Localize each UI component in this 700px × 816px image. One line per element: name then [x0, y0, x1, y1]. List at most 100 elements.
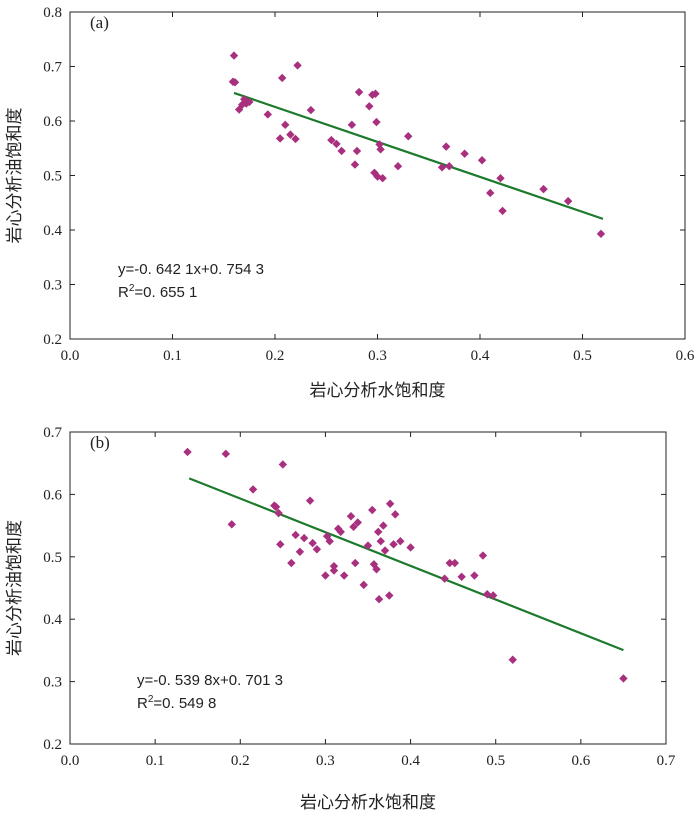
chart-b-data-point [287, 558, 296, 568]
chart-b-y-tick-label: 0.3 [43, 675, 62, 691]
chart-a-data-point [354, 87, 364, 97]
chart-a-y-axis-title: 岩心分析油饱和度 [5, 108, 25, 244]
chart-a-x-tick-label: 0.1 [163, 348, 182, 364]
chart-a-data-point [496, 174, 505, 183]
chart-a-data-point [393, 162, 403, 171]
chart-a-data-point [460, 149, 469, 158]
chart-b-data-point [406, 543, 415, 552]
chart-a-data-point [234, 105, 244, 114]
chart-b-data-point [295, 547, 305, 557]
chart-b-data-point [271, 502, 281, 512]
chart-a-data-point [275, 134, 285, 143]
chart-a-x-tick-label: 0.4 [471, 348, 490, 364]
chart-a-canvas: 0.0 0.1 0.2 0.3 0.4 0.5 0.6 0.2 0.3 0.4 0.5 0.6 0.7 0… [5, 5, 695, 401]
chart-a-data-point [539, 184, 548, 194]
chart-a-data-point [277, 73, 287, 83]
chart-b-data-point [363, 541, 373, 550]
chart-b-x-tick-label: 0.6 [571, 753, 590, 769]
chart-a-data-point [286, 130, 295, 139]
chart-b-x-tick-label: 0.3 [316, 753, 335, 769]
chart-a-data-point [441, 142, 451, 151]
chart-b-data-point [299, 533, 309, 543]
chart-b-data-point [248, 485, 258, 494]
chart-a-data-point [563, 196, 573, 206]
chart-b-data-point [221, 449, 231, 459]
chart-a-data-point [376, 145, 385, 154]
chart-b-data-point [278, 460, 288, 469]
chart-a-x-tick-label: 0.3 [368, 348, 387, 364]
chart-a-x-tick-label: 0.0 [61, 348, 80, 364]
chart-a-x-axis-title: 岩心分析水饱和度 [310, 381, 446, 401]
chart-b-data-point [374, 527, 383, 537]
chart-b-data-point [478, 551, 488, 560]
chart-panel-a: 0.0 0.1 0.2 0.3 0.4 0.5 0.6 0.2 0.3 0.4 0.5 0.6 0.7 0… [5, 5, 695, 401]
chart-a-data-point [293, 61, 302, 70]
chart-a-data-point [477, 156, 487, 165]
chart-b-data-point [359, 580, 368, 590]
chart-a-data-point [291, 134, 300, 144]
chart-b-data-point [321, 571, 330, 580]
chart-b-plot-frame [69, 431, 667, 745]
chart-b-y-tick-label: 0.7 [43, 425, 62, 441]
chart-b-data-point [305, 496, 315, 505]
chart-b-x-tick-label: 0.2 [231, 753, 250, 769]
chart-b-panel-label: (b) [90, 433, 110, 452]
chart-b-data-point [391, 510, 400, 519]
chart-a-y-tick-label: 0.7 [43, 60, 62, 76]
chart-a-data-point [445, 162, 454, 171]
chart-b-data-point [376, 537, 385, 546]
chart-a-data-point [240, 95, 249, 104]
chart-a-data-point [347, 120, 357, 130]
chart-b-data-point [374, 595, 384, 604]
chart-b-data-point [440, 574, 449, 583]
chart-a-data-point [498, 206, 507, 216]
chart-b-x-tick-label: 0.0 [61, 753, 80, 769]
chart-b-data-point [379, 521, 388, 530]
chart-b-data-point [470, 571, 479, 580]
chart-a-y-tick-label: 0.5 [43, 169, 62, 185]
chart-a-y-tick-label: 0.8 [43, 5, 62, 21]
chart-a-r-squared: R2=0. 655 1 [118, 283, 197, 301]
chart-a-data-point [281, 120, 290, 130]
chart-b-x-tick-label: 0.7 [657, 753, 676, 769]
chart-a-data-point [371, 89, 380, 98]
chart-b-data-point [457, 572, 466, 581]
chart-a-data-point [372, 117, 381, 127]
chart-b-y-tick-label: 0.2 [43, 737, 62, 753]
chart-b-x-tick-label: 0.4 [401, 753, 420, 769]
chart-b-data-point [508, 655, 517, 664]
chart-b-data-point [329, 566, 339, 575]
chart-b-data-point [276, 540, 285, 549]
chart-b-data-point [183, 447, 192, 457]
chart-b-data-point [346, 512, 356, 521]
chart-a-x-tick-label: 0.2 [266, 348, 285, 364]
chart-b-data-point [308, 538, 317, 548]
chart-a-y-tick-label: 0.2 [43, 332, 62, 348]
chart-a-y-tick-label: 0.6 [43, 114, 62, 130]
chart-b-x-axis-title: 岩心分析水饱和度 [300, 793, 436, 813]
chart-b-data-point [619, 674, 628, 683]
chart-a-data-point [306, 105, 316, 115]
chart-a-data-point [337, 146, 346, 156]
chart-b-y-tick-label: 0.4 [43, 612, 62, 628]
chart-a-data-point [327, 135, 336, 145]
chart-a-fit-line [233, 91, 604, 220]
chart-b-data-point [291, 530, 300, 540]
chart-a-data-point [230, 78, 240, 87]
chart-b-x-tick-label: 0.1 [146, 753, 165, 769]
chart-b-data-point [227, 520, 236, 529]
chart-a-x-tick-label: 0.6 [676, 348, 695, 364]
chart-a-data-point [486, 188, 495, 198]
chart-a-data-point [263, 110, 273, 119]
chart-b-data-point [312, 545, 322, 554]
chart-b-data-point [274, 508, 283, 518]
chart-a-data-point [404, 132, 413, 141]
chart-panel-b: 0.0 0.1 0.2 0.3 0.4 0.5 0.6 0.7 0.2 0.3 0.4 0.5 0.6 0… [0, 410, 700, 816]
chart-a-data-point [245, 97, 254, 107]
chart-b-x-tick-label: 0.5 [486, 753, 505, 769]
chart-b-y-tick-label: 0.5 [43, 550, 62, 566]
chart-a-data-point [365, 102, 374, 111]
chart-b-y-tick-label: 0.6 [43, 487, 62, 503]
chart-b-data-point [339, 571, 349, 580]
chart-b-y-axis-title: 岩心分析油饱和度 [5, 520, 25, 656]
